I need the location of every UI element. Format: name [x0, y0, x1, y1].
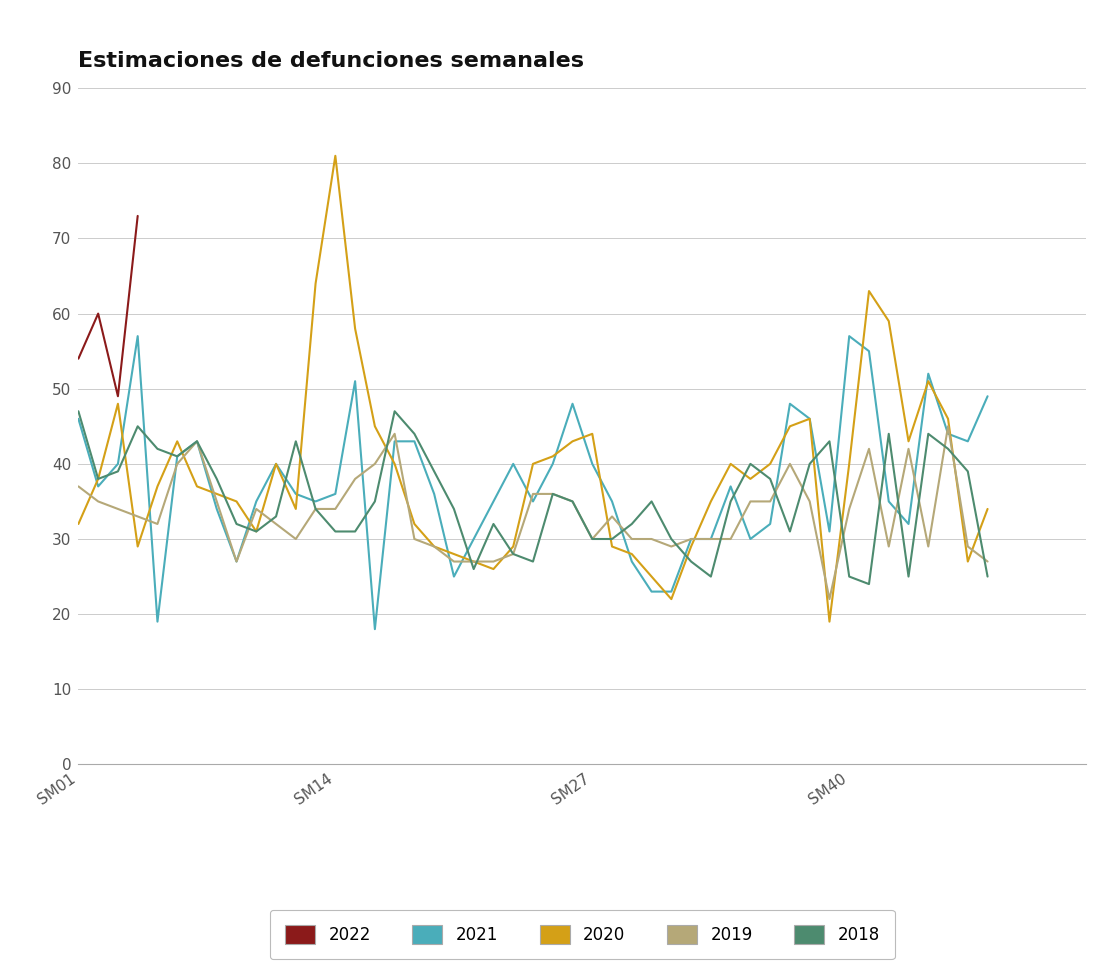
Text: Estimaciones de defunciones semanales: Estimaciones de defunciones semanales	[78, 51, 585, 72]
Legend: 2022, 2021, 2020, 2019, 2018: 2022, 2021, 2020, 2019, 2018	[270, 909, 895, 958]
